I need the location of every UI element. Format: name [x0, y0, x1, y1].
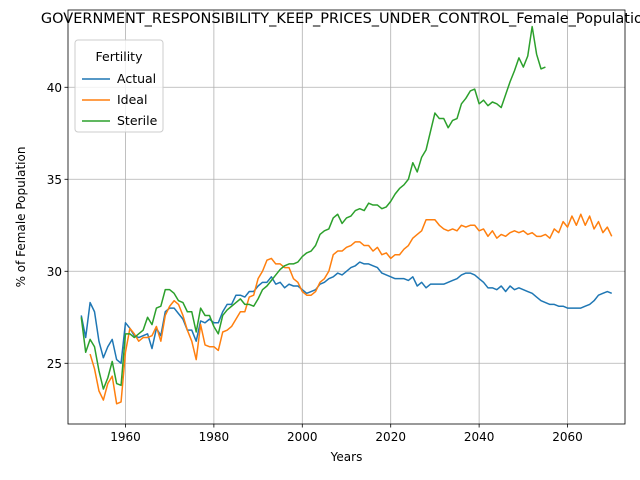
x-tick-label: 2040 [464, 430, 495, 444]
y-axis-label: % of Female Population [14, 147, 28, 288]
legend-label-sterile: Sterile [117, 113, 158, 128]
x-tick-label: 2060 [552, 430, 583, 444]
plot-lines [80, 25, 613, 405]
legend: Fertility Actual Ideal Sterile [74, 39, 164, 133]
x-tick-label: 1980 [199, 430, 230, 444]
y-tick-label: 30 [47, 265, 62, 279]
legend-entries: Actual Ideal Sterile [82, 71, 158, 128]
plot-frame [67, 9, 626, 425]
series-line-sterile [80, 25, 546, 390]
y-tick-label: 40 [47, 81, 62, 95]
chart-title: GOVERNMENT_RESPONSIBILITY_KEEP_PRICES_UN… [41, 11, 640, 27]
legend-label-actual: Actual [117, 71, 156, 86]
x-tick-label: 1960 [110, 430, 141, 444]
legend-title: Fertility [96, 49, 144, 64]
ticks: 1960 1980 2000 2020 2040 2060 25 30 35 40 [47, 81, 583, 444]
y-tick-label: 25 [47, 357, 62, 371]
y-tick-label: 35 [47, 173, 62, 187]
legend-label-ideal: Ideal [117, 92, 147, 107]
x-axis-label: Years [330, 450, 363, 464]
grid [68, 10, 625, 424]
x-tick-label: 2020 [375, 430, 406, 444]
series-line-ideal [89, 213, 613, 405]
series-line-actual [80, 261, 613, 365]
x-tick-label: 2000 [287, 430, 318, 444]
legend-box [74, 39, 164, 133]
